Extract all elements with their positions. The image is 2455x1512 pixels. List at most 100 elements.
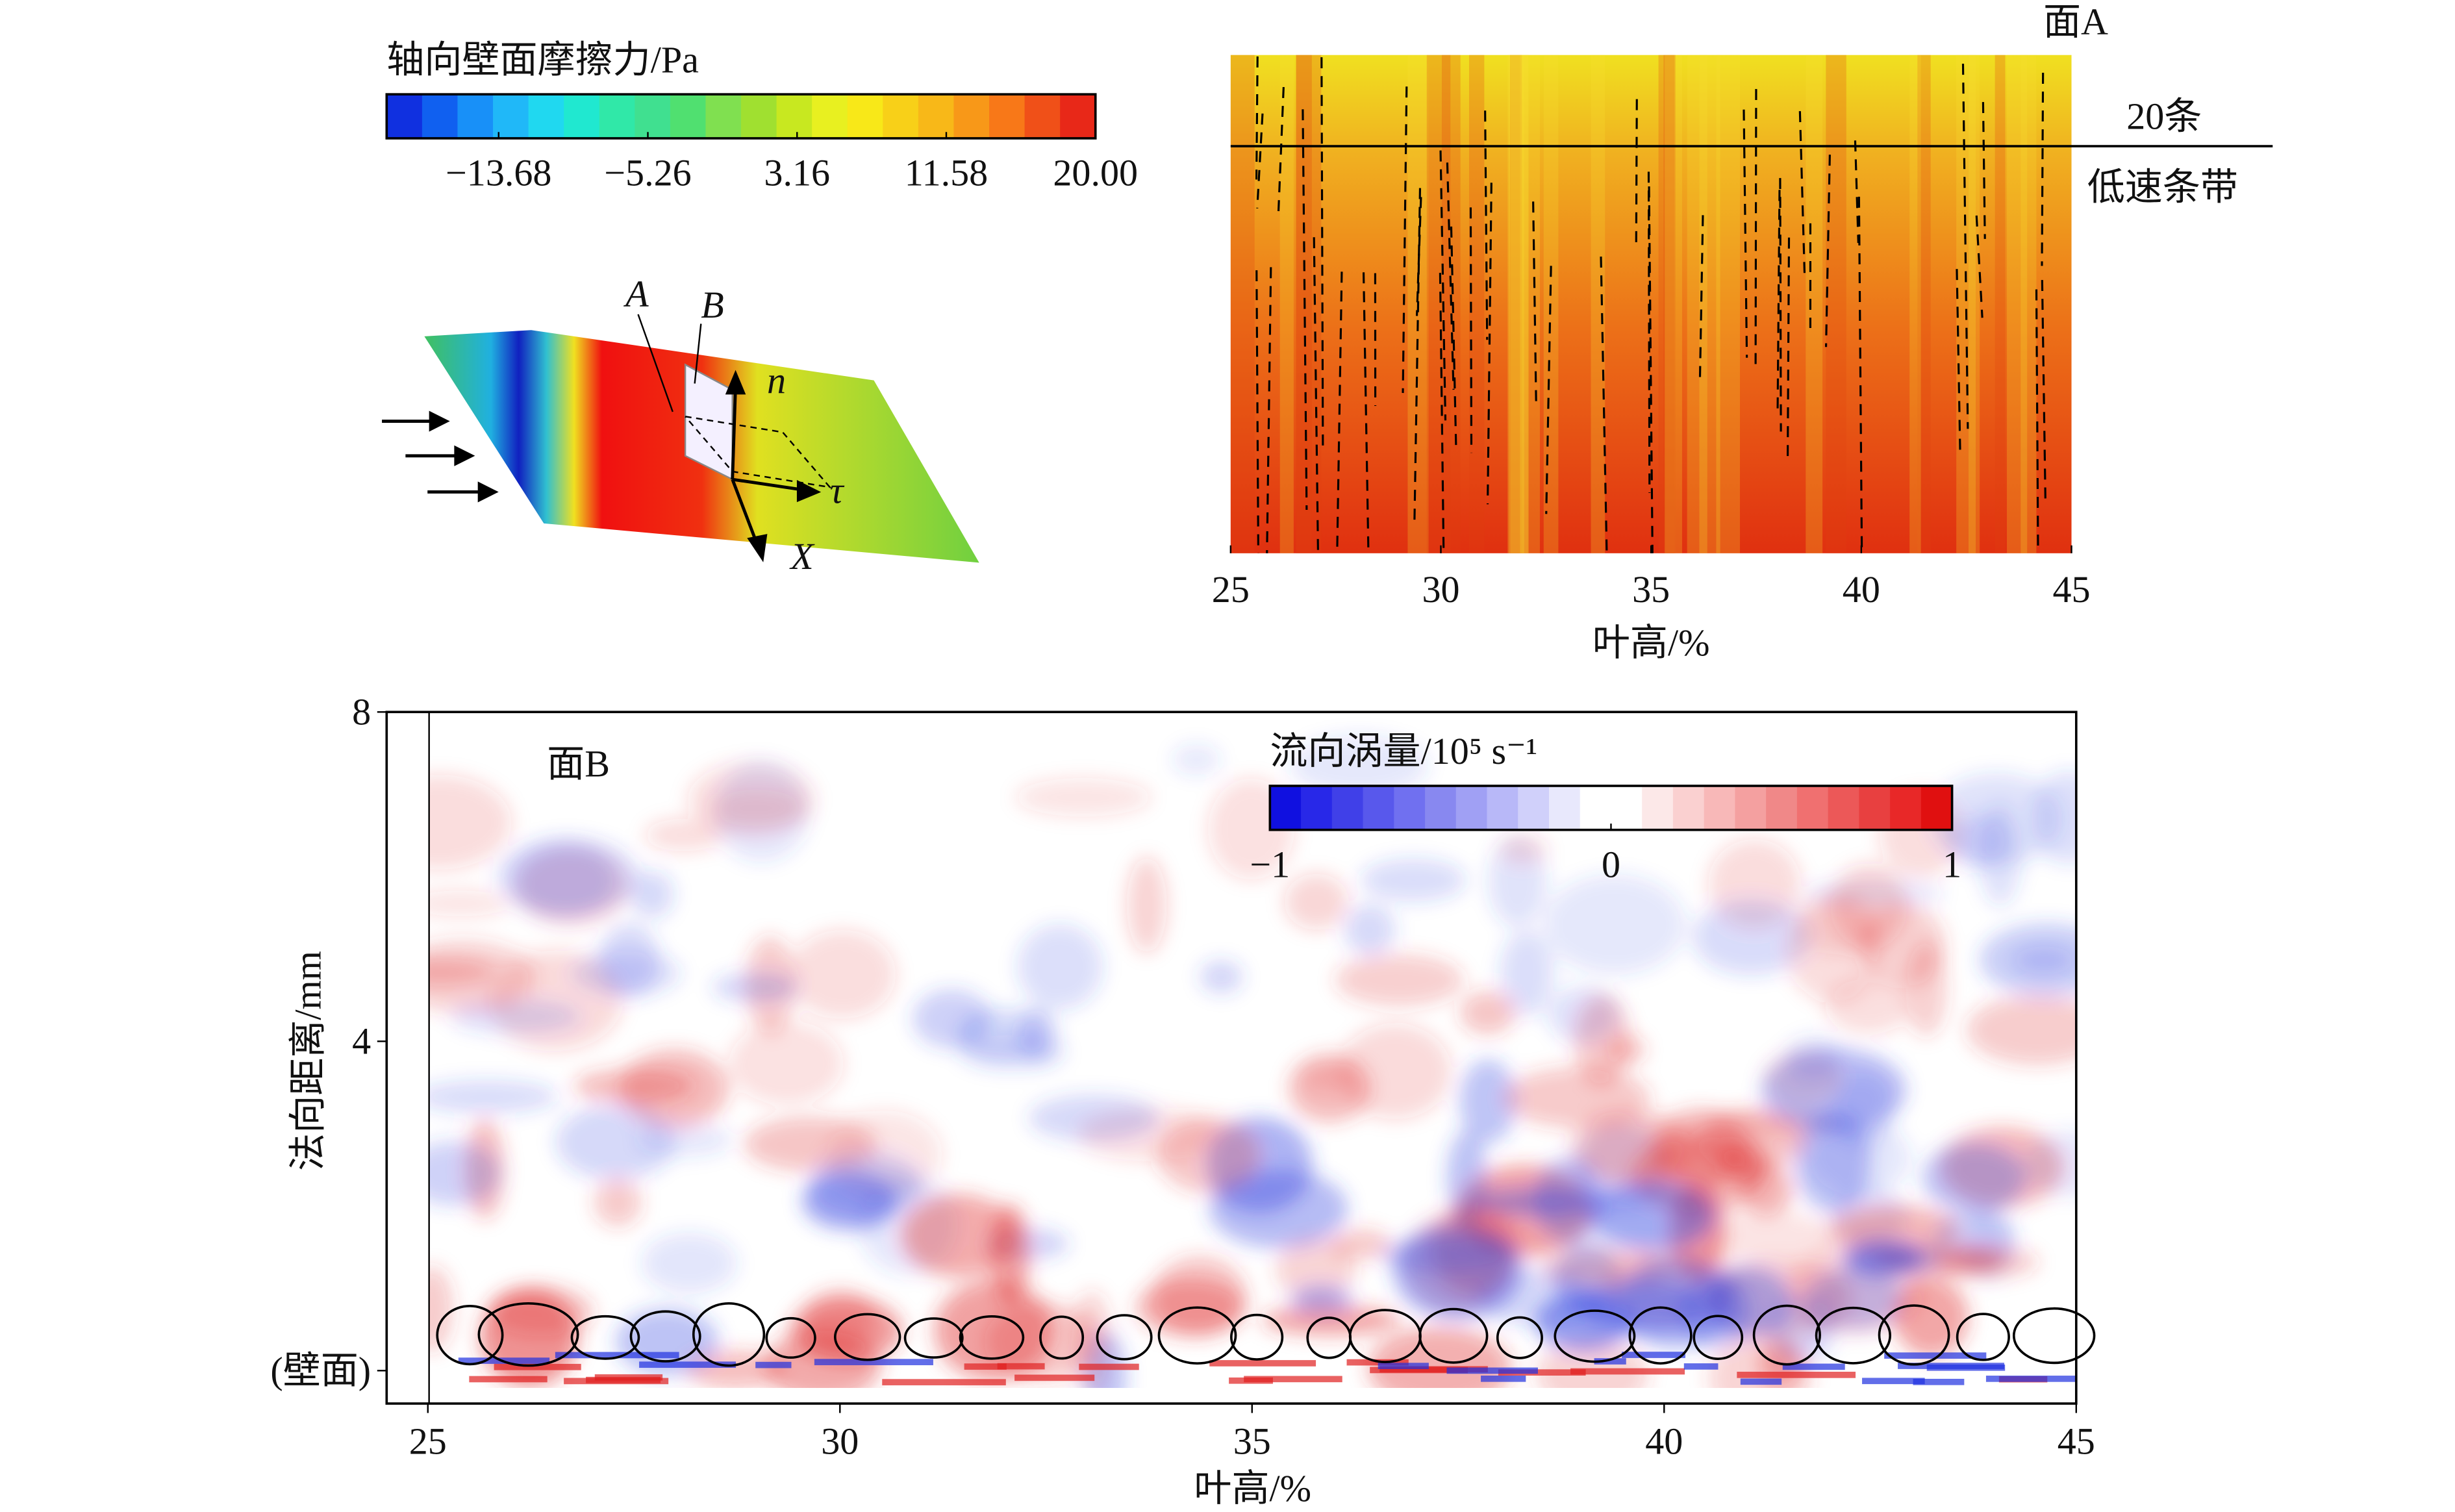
vortex-blob <box>957 1008 1050 1062</box>
x-tick-label: 35 <box>1233 1420 1271 1462</box>
streak <box>1956 55 1976 553</box>
annotation: 低速条带 <box>2087 166 2238 208</box>
colorbar-swatch <box>1270 785 1302 830</box>
colorbar-swatch <box>1796 785 1829 830</box>
streak <box>1469 55 1485 553</box>
wall-streak <box>1862 1378 1925 1385</box>
colorbar-swatch <box>670 94 707 138</box>
wall-streak <box>964 1363 1007 1370</box>
colorbar-tick-label: 1 <box>1943 843 1961 885</box>
colorbar-swatch <box>1704 785 1736 830</box>
vortex-blob <box>488 1286 594 1337</box>
vortex-blob <box>1905 941 1947 1037</box>
streak-line <box>1961 64 1969 429</box>
vortex-blob <box>1796 890 1880 955</box>
diagram-label: X <box>789 535 815 577</box>
colorbar-swatch <box>1672 785 1705 830</box>
x-tick-label: 45 <box>2052 568 2090 611</box>
vortex-blob <box>712 972 798 1002</box>
streak <box>1426 55 1451 553</box>
vortex-blob <box>1200 961 1243 994</box>
vorticity-field <box>429 712 2126 1388</box>
wall-streak <box>1079 1363 1139 1370</box>
wall-streak <box>1913 1378 1965 1385</box>
colorbar-swatch <box>564 94 600 138</box>
streak-line <box>1439 150 1447 421</box>
streak <box>1591 55 1605 553</box>
vortex-blob <box>1967 994 2076 1065</box>
wall-streak <box>1683 1363 1718 1370</box>
streak <box>1806 55 1823 553</box>
wall-streak <box>1014 1374 1095 1381</box>
vortex-blob <box>1015 777 1152 817</box>
vortex-circle <box>903 1317 964 1359</box>
wall-streak <box>1446 1367 1538 1374</box>
streak-line <box>1635 99 1638 246</box>
vortex-blob <box>1894 1278 1969 1357</box>
vortex-circle <box>1628 1306 1693 1365</box>
wall-streak <box>2076 1380 2126 1386</box>
streak <box>1510 55 1528 553</box>
colorbar-tick-label: 0 <box>1602 843 1620 885</box>
streak <box>1507 55 1529 553</box>
vortex-blob <box>1276 1237 1356 1302</box>
wall-streak <box>1481 1375 1526 1382</box>
colorbar-swatch <box>1060 94 1096 138</box>
streak <box>1296 55 1322 553</box>
vortex-circle <box>1878 1304 1950 1366</box>
chart-title: 面B <box>547 742 610 785</box>
vortex-blob <box>594 1178 642 1227</box>
streak <box>1520 55 1540 553</box>
wall-streak <box>1570 1368 1685 1375</box>
vortex-blob <box>1335 954 1464 1006</box>
colorbar-swatch <box>1301 785 1333 830</box>
vortex-blob <box>1548 987 1620 1043</box>
diagram-label: B <box>701 284 724 326</box>
vortex-blob <box>1172 744 1220 775</box>
vortex-blob <box>641 1232 737 1294</box>
vortex-blob <box>1338 1024 1452 1120</box>
colorbar-swatch <box>457 94 494 138</box>
vortex-blob <box>615 1308 719 1376</box>
streak-line <box>1256 113 1264 208</box>
colorbar-swatch <box>741 94 777 138</box>
vortex-circle <box>1815 1306 1892 1365</box>
streak <box>1909 55 1921 553</box>
wall-streak <box>1244 1376 1342 1383</box>
colorbar-swatch <box>1859 785 1891 830</box>
wall-streak <box>997 1363 1045 1370</box>
streak-line <box>2041 72 2045 266</box>
x-tick-label: 40 <box>1843 568 1880 611</box>
vortex-circle <box>1693 1315 1744 1360</box>
vortex-circle <box>1418 1307 1489 1364</box>
x-tick-label: 40 <box>1645 1420 1683 1462</box>
vortex-blob <box>1617 1256 1732 1348</box>
streak-line <box>1824 155 1831 347</box>
y-tick-label: (壁面) <box>270 1350 371 1392</box>
vortex-blob <box>2024 1131 2076 1196</box>
diagram-label: A <box>623 273 649 315</box>
colorbar-swatch <box>847 94 884 138</box>
wall-streak <box>882 1379 1006 1385</box>
colorbar-tick-label: 3.16 <box>764 152 830 194</box>
vortex-blob <box>1459 1059 1517 1144</box>
colorbar-tick-label: −5.26 <box>604 152 691 194</box>
colorbar-swatch <box>989 94 1026 138</box>
vortex-blob <box>1590 1181 1715 1251</box>
streak-line <box>1402 86 1408 394</box>
vortex-blob <box>714 761 809 863</box>
x-tick-label: 25 <box>409 1420 447 1462</box>
vortex-blob <box>1017 924 1103 1010</box>
vortex-circle <box>436 1305 504 1366</box>
colorbar-swatch <box>1487 785 1519 830</box>
streak <box>1826 55 1846 553</box>
streak-line <box>1857 196 1863 553</box>
streak-line <box>1647 171 1651 493</box>
vortex-circle <box>1096 1314 1153 1361</box>
colorbar-title: 流向涡量/10⁵ s⁻¹ <box>1270 730 1537 772</box>
streak-line <box>1545 266 1552 514</box>
vortex-blob <box>1284 874 1349 930</box>
y-axis-label: 法向距离/mm <box>287 951 329 1171</box>
colorbar-swatch <box>1642 785 1674 830</box>
